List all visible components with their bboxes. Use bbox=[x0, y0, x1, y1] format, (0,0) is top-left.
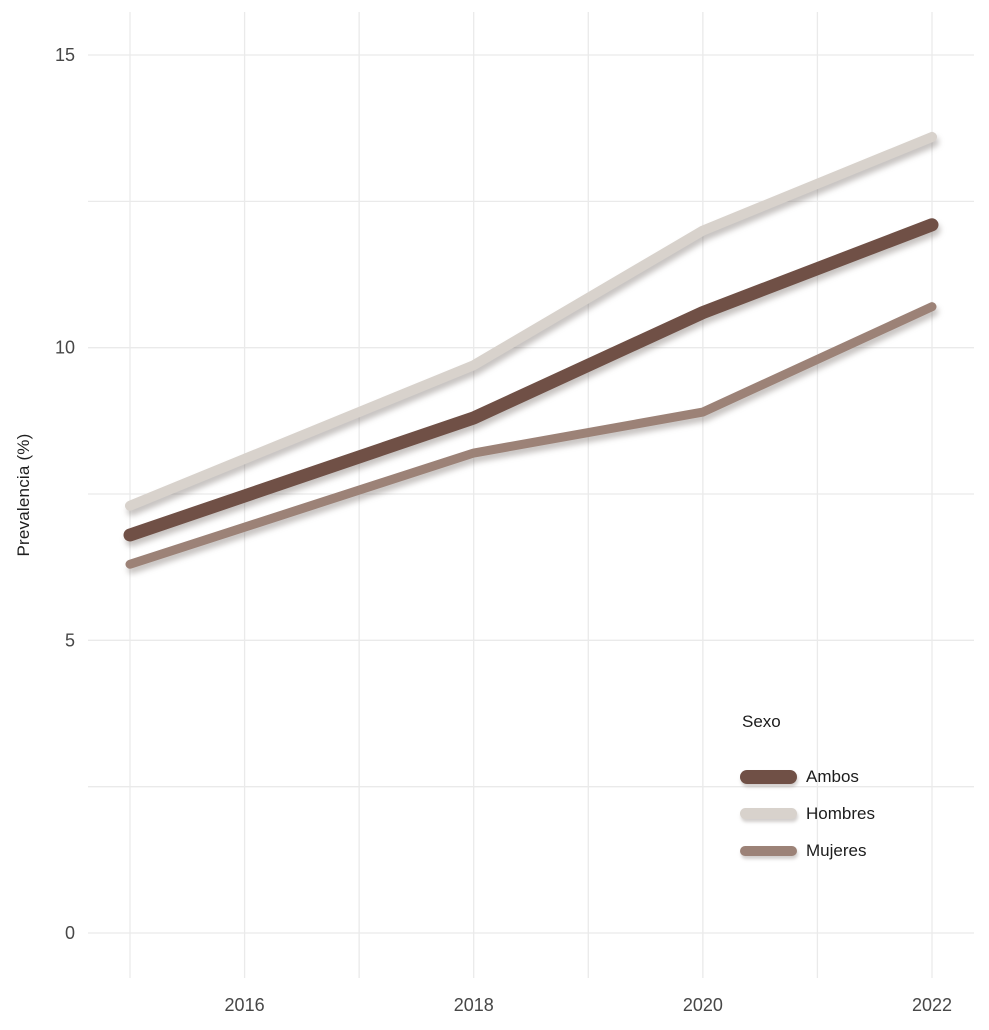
x-tick-label: 2018 bbox=[454, 995, 494, 1015]
series-line-ambos bbox=[123, 218, 939, 542]
y-tick-label: 10 bbox=[55, 338, 75, 358]
legend-item-ambos: Ambos bbox=[740, 758, 940, 795]
legend-label-hombres: Hombres bbox=[806, 803, 875, 823]
x-tick-label: 2020 bbox=[683, 995, 723, 1015]
legend-item-mujeres: Mujeres bbox=[740, 832, 940, 869]
series-line-mujeres bbox=[125, 302, 937, 569]
x-tick-label: 2022 bbox=[912, 995, 952, 1015]
legend-swatch-hombres bbox=[740, 808, 797, 819]
x-tick-label: 2016 bbox=[225, 995, 265, 1015]
legend-title: Sexo bbox=[742, 712, 781, 731]
y-tick-label: 0 bbox=[65, 923, 75, 943]
y-tick-label: 5 bbox=[65, 630, 75, 650]
legend-label-mujeres: Mujeres bbox=[806, 840, 867, 860]
legend-item-hombres: Hombres bbox=[740, 795, 940, 832]
legend-swatch-ambos bbox=[740, 769, 797, 784]
series-line-hombres bbox=[125, 131, 937, 511]
legend-label-ambos: Ambos bbox=[806, 766, 859, 786]
legend: Sexo Ambos Hombres Mujeres bbox=[740, 712, 940, 869]
legend-swatch-mujeres bbox=[740, 845, 797, 856]
y-tick-label: 15 bbox=[55, 45, 75, 65]
y-axis-title: Prevalencia (%) bbox=[14, 433, 33, 557]
